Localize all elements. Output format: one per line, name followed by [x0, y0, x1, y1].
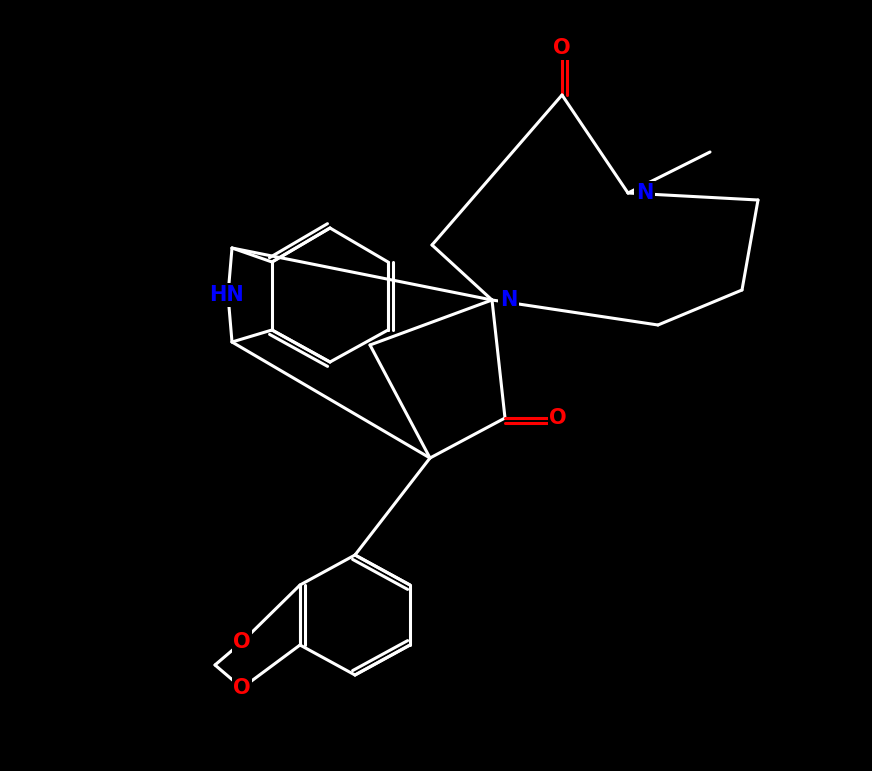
- Text: O: O: [233, 678, 251, 698]
- Text: N: N: [636, 183, 653, 203]
- Text: HN: HN: [208, 285, 243, 305]
- Text: O: O: [233, 632, 251, 652]
- Text: O: O: [553, 38, 571, 58]
- Text: N: N: [500, 290, 517, 310]
- Text: O: O: [549, 408, 567, 428]
